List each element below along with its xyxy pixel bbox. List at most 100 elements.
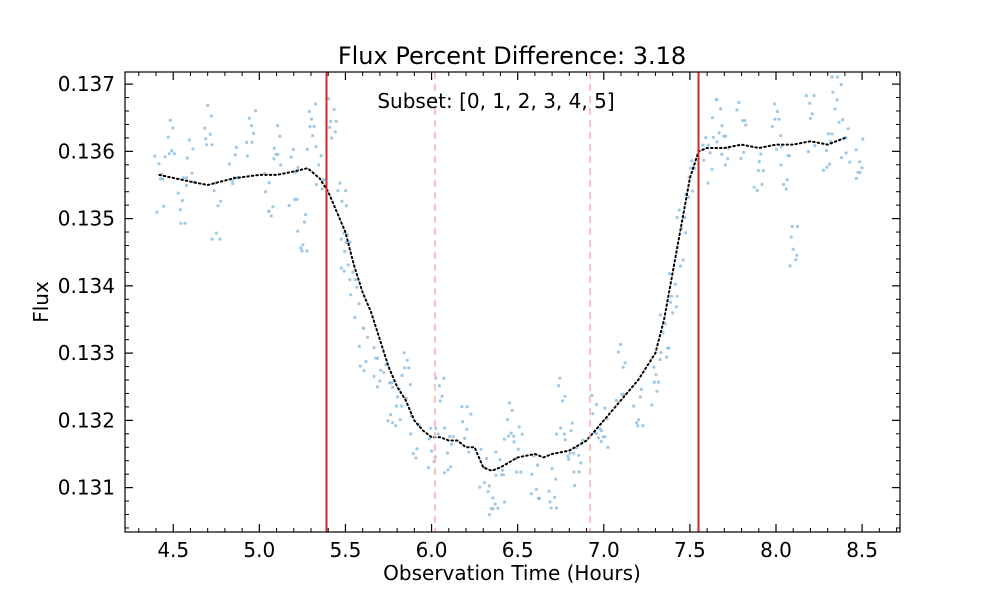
- scatter-point: [391, 385, 395, 389]
- scatter-point: [702, 158, 706, 162]
- scatter-point: [577, 470, 581, 474]
- scatter-point: [496, 506, 500, 510]
- scatter-point: [669, 300, 673, 304]
- scatter-point: [655, 389, 659, 393]
- scatter-point: [349, 293, 353, 297]
- scatter-point: [321, 178, 325, 182]
- scatter-point: [314, 145, 318, 149]
- scatter-point: [508, 401, 512, 405]
- x-tick-label: 8.5: [846, 538, 878, 562]
- scatter-point: [357, 302, 361, 306]
- scatter-point: [683, 216, 687, 220]
- scatter-point: [334, 119, 338, 123]
- scatter-point: [720, 152, 724, 156]
- scatter-point: [414, 456, 418, 460]
- scatter-point: [317, 163, 321, 167]
- scatter-point: [289, 155, 293, 159]
- scatter-point: [735, 108, 739, 112]
- scatter-point: [398, 418, 402, 422]
- scatter-point: [664, 322, 668, 326]
- scatter-point: [203, 126, 207, 130]
- scatter-point: [437, 384, 441, 388]
- scatter-point: [287, 203, 291, 208]
- scatter-point: [375, 385, 380, 389]
- scatter-point: [505, 417, 510, 422]
- scatter-point: [639, 387, 643, 391]
- scatter-point: [171, 126, 175, 130]
- scatter-point: [436, 432, 440, 436]
- scatter-point: [536, 496, 541, 500]
- scatter-point: [396, 395, 400, 399]
- scatter-point: [573, 484, 577, 488]
- scatter-point: [861, 137, 865, 141]
- scatter-point: [340, 199, 344, 203]
- scatter-point: [493, 502, 497, 506]
- scatter-point: [486, 490, 490, 494]
- scatter-point: [180, 199, 184, 203]
- scatter-point: [362, 369, 366, 373]
- scatter-point: [443, 426, 447, 430]
- scatter-point: [560, 399, 565, 403]
- scatter-point: [245, 140, 249, 144]
- scatter-point: [295, 197, 299, 201]
- scatter-point: [689, 166, 693, 170]
- scatter-point: [299, 246, 303, 250]
- scatter-point: [512, 434, 516, 438]
- scatter-point: [208, 132, 212, 136]
- scatter-point: [357, 344, 361, 348]
- scatter-point: [737, 100, 741, 104]
- scatter-point: [170, 149, 174, 153]
- scatter-point: [786, 154, 790, 158]
- scatter-point: [691, 189, 695, 193]
- scatter-point: [210, 237, 214, 241]
- scatter-point: [512, 440, 516, 444]
- scatter-point: [572, 470, 576, 474]
- scatter-point: [305, 249, 309, 253]
- scatter-point: [302, 220, 307, 224]
- scatter-point: [227, 162, 231, 166]
- scatter-point: [374, 356, 378, 360]
- scatter-point: [339, 237, 343, 241]
- scatter-point: [516, 447, 520, 451]
- scatter-point: [614, 398, 618, 403]
- subset-annotation: Subset: [0, 1, 2, 3, 4, 5]: [377, 89, 614, 113]
- scatter-point: [854, 148, 858, 152]
- scatter-point: [661, 331, 665, 335]
- scatter-point: [678, 264, 683, 268]
- scatter-point: [344, 189, 348, 193]
- scatter-point: [656, 380, 661, 384]
- scatter-point: [579, 461, 583, 465]
- scatter-point: [848, 160, 852, 164]
- scatter-point: [296, 166, 300, 170]
- scatter-point: [210, 143, 214, 147]
- scatter-point: [858, 160, 862, 164]
- scatter-point: [841, 118, 845, 122]
- scatter-point: [205, 143, 209, 147]
- scatter-point: [394, 424, 398, 428]
- scatter-point: [621, 365, 625, 369]
- axes: 4.5 5.0 5.5 6.0 6.5 7.0 7.5 8.0 8.5 0.131 0.132 0.1…: [58, 71, 901, 562]
- scatter-point: [487, 513, 492, 517]
- scatter-point: [719, 107, 723, 111]
- scatter-point: [553, 495, 557, 499]
- x-tick-label: 5.5: [330, 538, 362, 562]
- scatter-point: [761, 169, 766, 173]
- scatter-point: [752, 185, 756, 189]
- scatter-point: [390, 421, 395, 425]
- scatter-point: [428, 426, 433, 430]
- scatter-point: [362, 326, 366, 330]
- scatter-point: [711, 135, 716, 139]
- scatter-point: [558, 376, 562, 380]
- scatter-point: [830, 75, 834, 79]
- scatter-point: [485, 456, 489, 460]
- scatter-point: [659, 351, 663, 355]
- scatter-point: [219, 199, 223, 203]
- scatter-point: [773, 117, 777, 121]
- scatter-point: [272, 157, 276, 161]
- scatter-point: [467, 450, 471, 454]
- scatter-point: [276, 124, 280, 128]
- scatter-point: [214, 231, 218, 235]
- y-tick-label: 0.136: [58, 139, 115, 163]
- plot-frame: [124, 71, 901, 533]
- scatter-point: [405, 358, 409, 362]
